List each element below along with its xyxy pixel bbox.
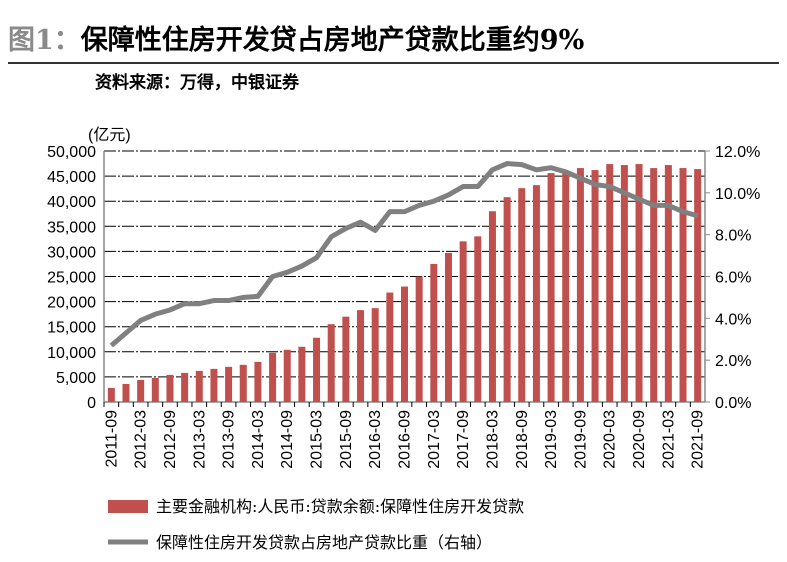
bar — [342, 316, 350, 402]
x-tick-label: 2017-03 — [426, 410, 443, 469]
left-tick-label: 40,000 — [47, 194, 96, 211]
x-tick-label: 2014-03 — [250, 410, 267, 469]
bar — [327, 324, 335, 402]
bar — [547, 173, 555, 402]
bar — [650, 168, 658, 402]
x-tick-label: 2020-03 — [602, 410, 619, 469]
figure-number: 图1： — [8, 25, 81, 56]
bar — [107, 387, 115, 402]
left-tick-label: 25,000 — [47, 270, 96, 287]
left-tick-label: 10,000 — [47, 345, 96, 362]
right-tick-label: 10.0% — [715, 186, 760, 203]
x-tick-label: 2015-03 — [309, 410, 326, 469]
bar — [269, 352, 277, 402]
left-tick-label: 30,000 — [47, 244, 96, 261]
bar — [225, 366, 233, 402]
x-tick-label: 2015-09 — [338, 410, 355, 469]
right-tick-label: 8.0% — [715, 228, 751, 245]
left-tick-label: 50,000 — [47, 144, 96, 161]
bar — [371, 308, 379, 402]
right-tick-label: 0.0% — [715, 395, 751, 412]
x-tick-label: 2020-09 — [631, 410, 648, 469]
bar — [166, 374, 174, 402]
bar — [635, 164, 643, 402]
x-tick-label: 2016-03 — [367, 410, 384, 469]
bar — [181, 372, 189, 402]
left-tick-label: 35,000 — [47, 219, 96, 236]
bar — [532, 185, 540, 402]
legend-bar-label: 主要金融机构:人民币:贷款余额:保障性住房开发贷款 — [156, 497, 524, 516]
x-tick-label: 2018-03 — [484, 410, 501, 469]
bar — [444, 252, 452, 402]
left-axis-unit: (亿元) — [88, 126, 131, 144]
left-tick-label: 15,000 — [47, 320, 96, 337]
left-tick-label: 20,000 — [47, 295, 96, 312]
bar — [239, 364, 247, 402]
x-tick-label: 2016-09 — [397, 410, 414, 469]
legend-line-label: 保障性住房开发贷款占房地产贷款比重（右轴） — [156, 533, 492, 552]
title-text: 保障性住房开发贷占房地产贷款比重约9% — [80, 25, 585, 56]
right-tick-label: 2.0% — [715, 353, 751, 370]
bar — [488, 211, 496, 402]
legend-bar-swatch — [108, 500, 148, 513]
bar — [122, 383, 130, 402]
bar — [576, 168, 584, 402]
x-tick-label: 2014-09 — [279, 410, 296, 469]
bar — [313, 337, 321, 402]
bar — [664, 165, 672, 402]
right-tick-label: 4.0% — [715, 311, 751, 328]
title-divider — [8, 62, 779, 64]
bar — [474, 236, 482, 402]
bar — [386, 292, 394, 402]
bar — [459, 241, 467, 402]
x-tick-label: 2019-03 — [543, 410, 560, 469]
bar — [679, 168, 687, 402]
x-tick-label: 2013-03 — [191, 410, 208, 469]
left-tick-label: 5,000 — [56, 370, 96, 387]
x-tick-label: 2012-03 — [133, 410, 150, 469]
bar — [591, 170, 599, 402]
bar — [298, 346, 306, 402]
bar — [606, 164, 614, 402]
bar — [357, 310, 365, 402]
bar — [283, 349, 291, 402]
bar — [151, 377, 159, 402]
bar — [415, 276, 423, 402]
x-tick-label: 2012-09 — [162, 410, 179, 469]
x-tick-label: 2017-09 — [455, 410, 472, 469]
bar — [254, 361, 262, 402]
bar — [518, 188, 526, 402]
bar — [694, 169, 702, 402]
x-tick-label: 2011-09 — [103, 410, 120, 468]
bar — [195, 370, 203, 402]
bar — [503, 197, 511, 402]
x-tick-label: 2021-03 — [660, 410, 677, 469]
bar — [137, 379, 145, 402]
x-tick-label: 2019-09 — [572, 410, 589, 469]
bar — [430, 263, 438, 402]
figure-title: 图1：保障性住房开发贷占房地产贷款比重约9% — [8, 18, 584, 57]
bar — [401, 286, 408, 402]
right-tick-label: 12.0% — [715, 144, 760, 161]
right-tick-label: 6.0% — [715, 270, 751, 287]
left-tick-label: 0 — [87, 395, 96, 412]
bar — [562, 172, 570, 402]
source-note: 资料来源：万得，中银证券 — [95, 73, 299, 93]
bar — [210, 368, 218, 402]
x-tick-label: 2021-09 — [690, 410, 707, 469]
x-tick-label: 2013-09 — [221, 410, 238, 469]
left-tick-label: 45,000 — [47, 169, 96, 186]
x-tick-label: 2018-09 — [514, 410, 531, 469]
bar — [620, 165, 628, 402]
